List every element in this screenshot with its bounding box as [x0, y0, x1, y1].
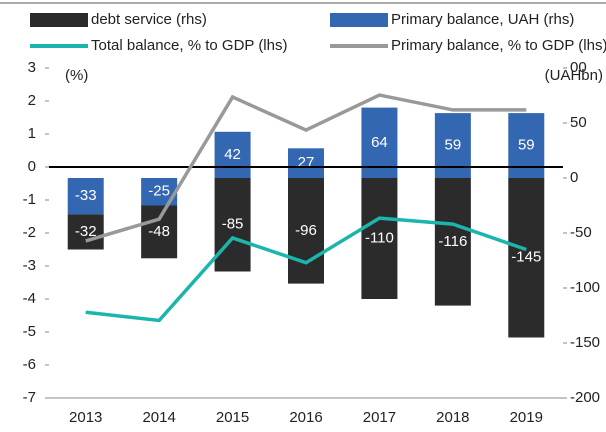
- x-tick-label: 2019: [510, 409, 543, 426]
- bar: [67, 214, 104, 250]
- bar: [67, 178, 104, 215]
- bar: [288, 148, 324, 178]
- bar: [434, 178, 471, 306]
- value-label: -96: [295, 222, 317, 239]
- bar: [214, 178, 251, 272]
- y-tick-label: -2: [23, 224, 36, 241]
- value-label: -25: [148, 183, 170, 200]
- y-tick-label: -7: [23, 389, 36, 406]
- legend-label: debt service (rhs): [91, 11, 207, 28]
- bar: [508, 178, 545, 338]
- y2-tick-label: -150: [570, 334, 600, 351]
- y-tick-label: -1: [23, 191, 36, 208]
- y2-tick-label: 50: [570, 114, 587, 131]
- value-label: -33: [75, 187, 97, 204]
- y2-tick-label: -200: [570, 389, 600, 406]
- x-tick-label: 2016: [289, 409, 322, 426]
- legend-label: Primary balance, % to GDP (lhs): [391, 37, 606, 54]
- value-label: 64: [371, 134, 388, 151]
- bar: [214, 131, 251, 178]
- value-label: -110: [365, 229, 394, 246]
- value-label: -48: [148, 223, 170, 240]
- x-tick-label: 2014: [142, 409, 175, 426]
- y2-tick-label: -100: [570, 279, 600, 296]
- value-label: 42: [224, 146, 241, 163]
- x-tick-label: 2015: [216, 409, 249, 426]
- left-axis-label: (%): [65, 67, 88, 84]
- y2-tick-label: -50: [570, 224, 592, 241]
- line: [85, 216, 527, 323]
- y-tick-label: -5: [23, 323, 36, 340]
- value-label: -32: [75, 223, 97, 240]
- y2-tick-label: 0: [570, 169, 578, 186]
- value-label: 27: [298, 154, 315, 171]
- x-tick-label: 2018: [436, 409, 469, 426]
- y-tick-label: -4: [23, 290, 36, 307]
- y2-tick-label: 00: [570, 59, 587, 76]
- x-tick-label: 2017: [363, 409, 396, 426]
- value-label: 59: [445, 137, 462, 154]
- y-tick-label: -6: [23, 356, 36, 373]
- bar: [361, 178, 398, 299]
- right-axis-label: (UAHbn): [545, 67, 603, 84]
- y-tick-label: 3: [28, 59, 36, 76]
- y-tick-label: -3: [23, 257, 36, 274]
- legend-swatch: [330, 13, 388, 27]
- bar: [141, 205, 178, 259]
- x-tick-label: 2013: [69, 409, 102, 426]
- value-label: -145: [511, 249, 541, 266]
- line: [85, 93, 527, 243]
- y-tick-label: 0: [28, 158, 36, 175]
- legend-label: Total balance, % to GDP (lhs): [91, 37, 287, 54]
- value-label: -116: [438, 233, 467, 250]
- legend-label: Primary balance, UAH (rhs): [391, 11, 574, 28]
- y-tick-label: 2: [28, 92, 36, 109]
- legend-swatch: [30, 13, 88, 27]
- value-label: -85: [222, 216, 244, 233]
- value-label: 59: [518, 137, 535, 154]
- y-tick-label: 1: [28, 125, 36, 142]
- bar: [288, 178, 324, 284]
